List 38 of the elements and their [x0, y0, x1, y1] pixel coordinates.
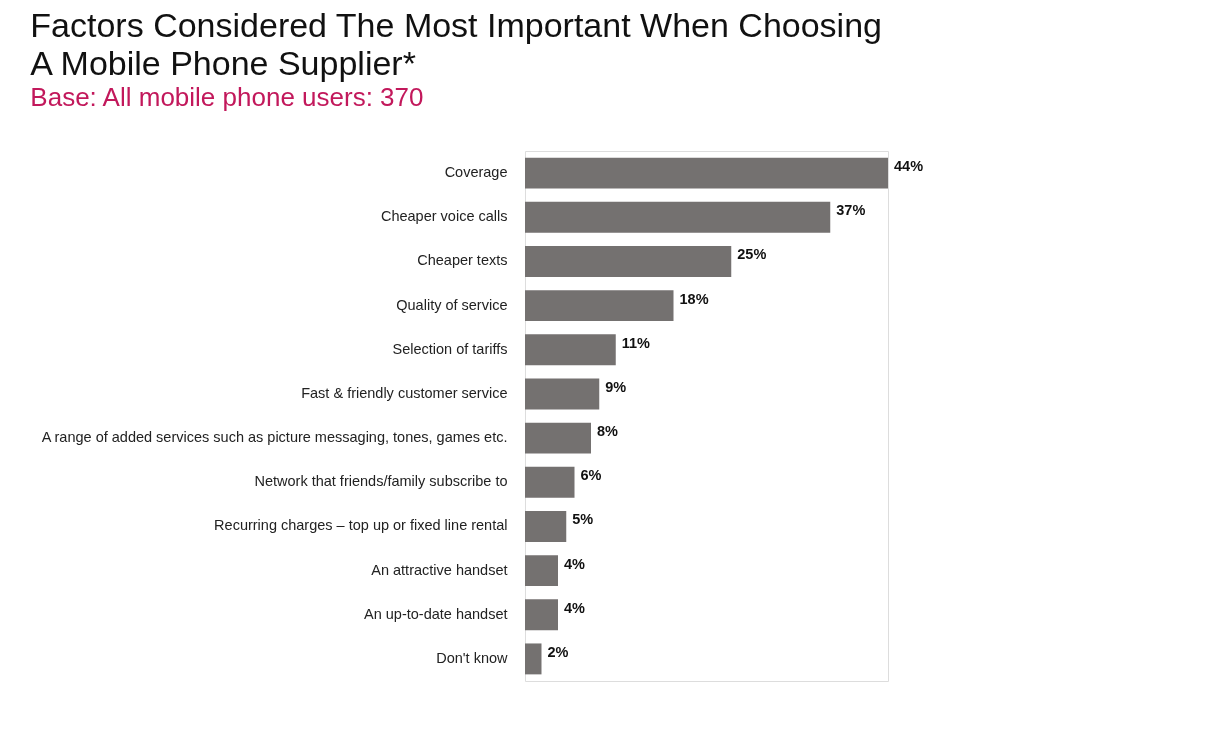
data-label: 5%: [572, 511, 594, 528]
bar: [525, 290, 674, 322]
y-tick-label: Cheaper texts: [417, 252, 508, 269]
data-label: 2%: [547, 643, 569, 660]
y-tick-label: Coverage: [444, 164, 508, 181]
text: Base: All mobile phone users: 370: [30, 82, 424, 112]
data-label: 4%: [564, 599, 586, 616]
y-tick-label: Network that friends/family subscribe to: [254, 473, 508, 490]
bar: [525, 422, 591, 454]
bar: [525, 643, 542, 675]
bar: [525, 157, 888, 189]
data-label: 4%: [564, 555, 586, 572]
y-tick-label: Fast & friendly customer service: [301, 384, 508, 401]
y-tick-label: Recurring charges – top up or fixed line rental: [214, 517, 508, 534]
bar: [525, 599, 558, 631]
data-label: 37%: [836, 202, 866, 219]
chart-title: Factors Considered The Most Important When Choosing A Mobile Phone Supplier*: [30, 6, 882, 82]
data-label: 11%: [621, 334, 651, 351]
y-tick-label: Cheaper voice calls: [380, 208, 508, 225]
bar: [525, 555, 558, 587]
data-label: 18%: [679, 290, 709, 307]
data-label: 25%: [737, 246, 767, 263]
y-tick-label: A range of added services such as picture messaging, tones, games etc.: [41, 429, 508, 446]
y-tick-label: An attractive handset: [371, 561, 508, 578]
bar: [525, 378, 600, 410]
bar: [525, 510, 567, 542]
data-label: 9%: [605, 378, 627, 395]
data-label: 6%: [580, 467, 602, 484]
y-tick-label: Don't know: [436, 649, 509, 666]
data-label: 44%: [894, 158, 924, 175]
bar: [525, 201, 831, 233]
y-tick-label: An up-to-date handset: [364, 605, 508, 622]
data-label: 8%: [597, 423, 619, 440]
y-tick-label: Selection of tariffs: [392, 340, 508, 357]
bar: [525, 334, 616, 366]
bar: [525, 466, 575, 498]
y-tick-label: Quality of service: [396, 296, 508, 313]
bar: [525, 245, 732, 277]
